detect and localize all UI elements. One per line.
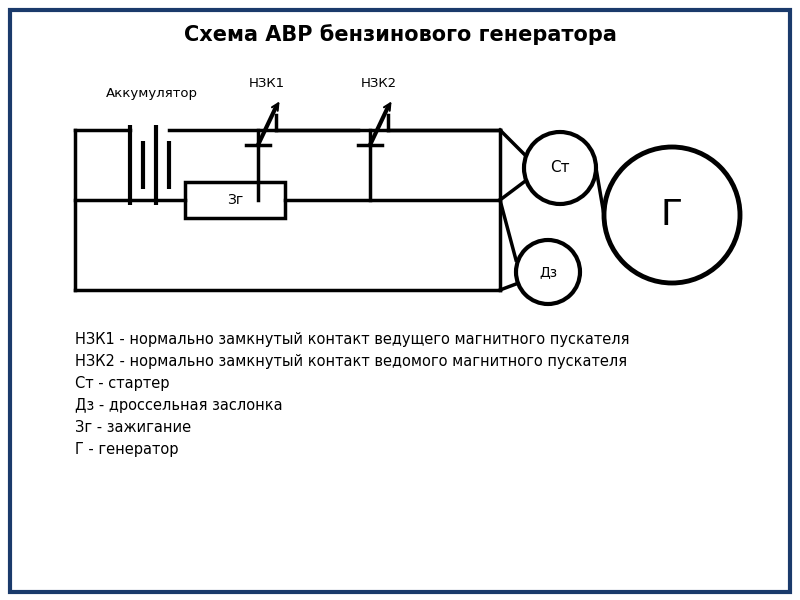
Circle shape [604, 147, 740, 283]
Text: Дз - дроссельная заслонка: Дз - дроссельная заслонка [75, 398, 282, 413]
Text: НЗК2 - нормально замкнутый контакт ведомого магнитного пускателя: НЗК2 - нормально замкнутый контакт ведом… [75, 354, 627, 369]
Text: НЗК1: НЗК1 [249, 77, 285, 90]
Text: Г: Г [661, 198, 683, 232]
Text: Зг - зажигание: Зг - зажигание [75, 420, 191, 435]
Text: Аккумулятор: Аккумулятор [106, 87, 198, 100]
Circle shape [516, 240, 580, 304]
Text: Г - генератор: Г - генератор [75, 442, 178, 457]
Circle shape [524, 132, 596, 204]
Text: Дз: Дз [539, 265, 557, 279]
Text: Схема АВР бензинового генератора: Схема АВР бензинового генератора [183, 25, 617, 46]
Text: Ст: Ст [550, 160, 570, 175]
Bar [185, 182, 285, 218]
Text: НЗК2: НЗК2 [361, 77, 397, 90]
Text: НЗК1 - нормально замкнутый контакт ведущего магнитного пускателя: НЗК1 - нормально замкнутый контакт ведущ… [75, 332, 630, 347]
Text: Зг: Зг [227, 193, 243, 207]
Text: Ст - стартер: Ст - стартер [75, 376, 170, 391]
